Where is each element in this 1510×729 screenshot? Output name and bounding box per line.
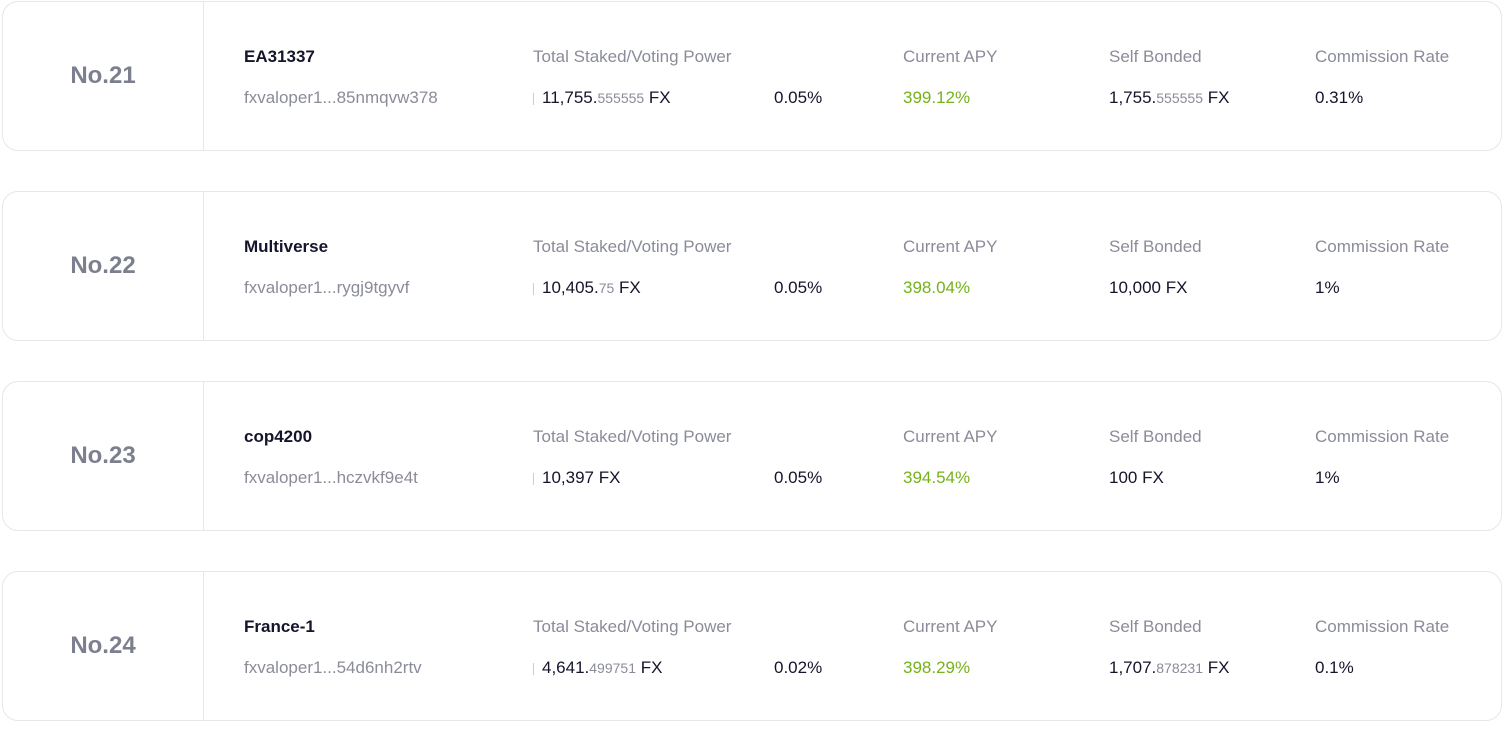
self-bonded-decimals: 878231 [1156,660,1203,676]
total-staked-value: 4,641.499751 FX [533,657,731,679]
total-staked-integer: 11,755. [542,88,598,107]
apy-value: 398.29% [903,658,971,677]
self-bonded-title: Self Bonded [1109,237,1202,256]
total-staked-value: 10,397 FX [533,467,731,489]
self-bonded-cell: Self Bonded 10,000 FX [1109,236,1202,299]
total-staked-title: Total Staked/Voting Power [533,47,732,66]
voting-power-cell: 0.05% [774,87,822,109]
validator-address[interactable]: fxvaloper1...rygj9tgyvf [244,278,410,297]
voting-power-bar [533,282,534,295]
validator-rank: No.24 [3,572,204,720]
validator-address[interactable]: fxvaloper1...hczvkf9e4t [244,468,418,487]
total-staked-decimals: 499751 [589,660,636,676]
total-staked-unit: FX [644,88,671,107]
self-bonded-value: 1,707.878231 FX [1109,657,1229,679]
validator-card[interactable]: No.21 EA31337 fxvaloper1...85nmqvw378 To… [2,1,1502,151]
self-bonded-title: Self Bonded [1109,617,1202,636]
apy-title: Current APY [903,47,998,66]
self-bonded-unit: FX [1202,88,1230,107]
commission-title: Commission Rate [1315,427,1450,446]
apy-title: Current APY [903,617,998,636]
validator-address[interactable]: fxvaloper1...54d6nh2rtv [244,658,422,677]
apy-cell: Current APY 399.12% [903,46,998,109]
apy-cell: Current APY 398.29% [903,616,998,679]
validator-rank: No.23 [3,382,204,530]
voting-power-value: 0.05% [774,468,823,487]
self-bonded-decimals: 555555 [1156,90,1203,106]
total-staked-integer: 10,397 FX [542,468,621,487]
total-staked-cell: Total Staked/Voting Power 10,397 FX [533,426,731,489]
apy-title: Current APY [903,237,998,256]
total-staked-cell: Total Staked/Voting Power 4,641.499751 F… [533,616,731,679]
self-bonded-unit: FX [1202,658,1230,677]
voting-power-bar [533,92,534,105]
commission-title: Commission Rate [1315,617,1450,636]
self-bonded-cell: Self Bonded 100 FX [1109,426,1202,489]
total-staked-integer: 4,641. [542,658,590,677]
self-bonded-cell: Self Bonded 1,755.555555 FX [1109,46,1229,109]
self-bonded-value: 1,755.555555 FX [1109,87,1229,109]
validator-name[interactable]: Multiverse [244,237,329,256]
commission-value: 1% [1315,468,1340,487]
total-staked-title: Total Staked/Voting Power [533,237,732,256]
validator-identity: Multiverse fxvaloper1...rygj9tgyvf [244,236,409,299]
validator-card[interactable]: No.23 cop4200 fxvaloper1...hczvkf9e4t To… [2,381,1502,531]
self-bonded-integer: 1,707. [1109,658,1157,677]
voting-power-cell: 0.05% [774,467,822,489]
validator-card[interactable]: No.24 France-1 fxvaloper1...54d6nh2rtv T… [2,571,1502,721]
commission-cell: Commission Rate 0.1% [1315,616,1449,679]
total-staked-cell: Total Staked/Voting Power 10,405.75 FX [533,236,731,299]
self-bonded-value: 10,000 FX [1109,277,1202,299]
validator-rank: No.22 [3,192,204,340]
self-bonded-title: Self Bonded [1109,47,1202,66]
total-staked-decimals: 75 [598,280,615,296]
validator-identity: EA31337 fxvaloper1...85nmqvw378 [244,46,438,109]
voting-power-value: 0.05% [774,88,823,107]
total-staked-integer: 10,405. [542,278,599,297]
apy-cell: Current APY 394.54% [903,426,998,489]
validator-name[interactable]: France-1 [244,617,315,636]
apy-value: 394.54% [903,468,971,487]
apy-cell: Current APY 398.04% [903,236,998,299]
total-staked-title: Total Staked/Voting Power [533,427,732,446]
voting-power-value: 0.02% [774,658,823,677]
self-bonded-integer: 10,000 FX [1109,278,1188,297]
voting-power-value: 0.05% [774,278,823,297]
commission-title: Commission Rate [1315,237,1450,256]
commission-value: 0.1% [1315,658,1354,677]
voting-power-cell: 0.02% [774,657,822,679]
total-staked-unit: FX [614,278,641,297]
validator-name[interactable]: EA31337 [244,47,315,66]
voting-power-bar [533,662,534,675]
total-staked-value: 11,755.555555 FX [533,87,731,109]
validator-identity: cop4200 fxvaloper1...hczvkf9e4t [244,426,418,489]
commission-value: 1% [1315,278,1340,297]
total-staked-value: 10,405.75 FX [533,277,731,299]
apy-title: Current APY [903,427,998,446]
commission-title: Commission Rate [1315,47,1450,66]
validator-card[interactable]: No.22 Multiverse fxvaloper1...rygj9tgyvf… [2,191,1502,341]
self-bonded-title: Self Bonded [1109,427,1202,446]
self-bonded-value: 100 FX [1109,467,1202,489]
total-staked-decimals: 555555 [597,90,645,106]
self-bonded-cell: Self Bonded 1,707.878231 FX [1109,616,1229,679]
validator-identity: France-1 fxvaloper1...54d6nh2rtv [244,616,422,679]
commission-cell: Commission Rate 1% [1315,236,1449,299]
validator-name[interactable]: cop4200 [244,427,313,446]
validator-rank: No.21 [3,2,204,150]
self-bonded-integer: 1,755. [1109,88,1157,107]
validator-address[interactable]: fxvaloper1...85nmqvw378 [244,88,438,107]
total-staked-cell: Total Staked/Voting Power 11,755.555555 … [533,46,731,109]
apy-value: 399.12% [903,88,971,107]
commission-value: 0.31% [1315,88,1364,107]
apy-value: 398.04% [903,278,971,297]
voting-power-cell: 0.05% [774,277,822,299]
commission-cell: Commission Rate 0.31% [1315,46,1449,109]
self-bonded-integer: 100 FX [1109,468,1164,487]
voting-power-bar [533,472,534,485]
total-staked-unit: FX [635,658,663,677]
commission-cell: Commission Rate 1% [1315,426,1449,489]
total-staked-title: Total Staked/Voting Power [533,617,732,636]
